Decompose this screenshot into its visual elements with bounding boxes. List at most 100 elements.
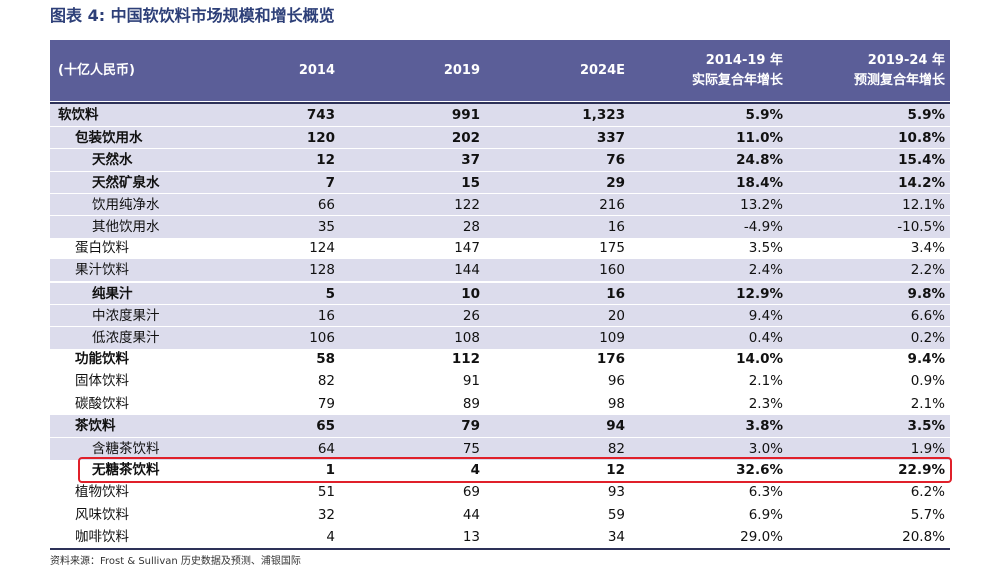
table-row: 果汁饮料 128 144 160 2.4% 2.2% <box>50 259 950 282</box>
cell-value: 9.4% <box>748 307 783 324</box>
cell-value: 120 <box>306 130 335 147</box>
table-row: 蛋白饮料 124 147 175 3.5% 3.4% <box>50 237 950 259</box>
cell-value: 2.2% <box>910 262 945 279</box>
cell-value: -4.9% <box>743 219 783 235</box>
cell-value: 2.3% <box>748 395 783 412</box>
table-row: 其他饮用水 35 28 16 -4.9% -10.5% <box>50 215 950 238</box>
cell-value: 743 <box>306 107 335 123</box>
row-label: 天然矿泉水 <box>92 174 160 191</box>
row-label: 咖啡饮料 <box>75 528 129 545</box>
cell-value: 16 <box>607 219 625 235</box>
cell-value: 11.0% <box>736 130 783 147</box>
table-row: 中浓度果汁 16 26 20 9.4% 6.6% <box>50 303 950 327</box>
row-label: 纯果汁 <box>92 285 133 302</box>
table-row: 低浓度果汁 106 108 109 0.4% 0.2% <box>50 326 950 349</box>
cell-value: 991 <box>451 107 480 123</box>
row-label: 包装饮用水 <box>75 130 143 147</box>
cell-value: 3.4% <box>910 240 945 257</box>
cell-value: 82 <box>317 373 335 390</box>
cell-value: 18.4% <box>736 174 783 191</box>
cell-value: 34 <box>607 528 625 545</box>
cell-value: 35 <box>317 219 335 235</box>
cell-value: 44 <box>462 506 480 523</box>
row-label: 蛋白饮料 <box>75 240 129 257</box>
table-row: 功能饮料 58 112 176 14.0% 9.4% <box>50 348 950 370</box>
cell-value: 106 <box>309 330 335 346</box>
cell-value: 12.9% <box>736 285 783 302</box>
cell-value: 75 <box>462 441 480 457</box>
cell-value: 13.2% <box>740 196 783 213</box>
cell-value: 20.8% <box>902 528 945 545</box>
cell-value: 1,323 <box>582 107 625 123</box>
row-label: 无糖茶饮料 <box>92 462 160 479</box>
row-label: 风味饮料 <box>75 506 129 523</box>
cell-value: 13 <box>462 528 480 545</box>
row-label: 碳酸饮料 <box>75 395 129 412</box>
cell-value: 66 <box>317 196 335 213</box>
bottom-rule <box>50 548 950 550</box>
cell-value: 12.1% <box>902 196 945 213</box>
cell-value: 15 <box>461 174 480 191</box>
cell-value: 32 <box>317 506 335 523</box>
header-cell: (十亿人民币) <box>58 63 135 78</box>
table-row: 固体饮料 82 91 96 2.1% 0.9% <box>50 370 950 392</box>
table-row: 茶饮料 65 79 94 3.8% 3.5% <box>50 414 950 437</box>
cell-value: 93 <box>607 484 625 501</box>
cell-value: 29 <box>606 174 625 191</box>
cell-value: 4 <box>470 462 480 479</box>
cell-value: 0.2% <box>910 330 945 346</box>
cell-value: 0.4% <box>748 330 783 346</box>
row-label: 固体饮料 <box>75 373 129 390</box>
row-label: 植物饮料 <box>75 484 129 501</box>
title: 图表 4: 中国软饮料市场规模和增长概览 <box>50 6 335 25</box>
cell-value: 79 <box>317 395 335 412</box>
row-label: 中浓度果汁 <box>92 307 160 324</box>
table-row: 天然矿泉水 7 15 29 18.4% 14.2% <box>50 170 950 194</box>
cell-value: 14.0% <box>736 351 783 368</box>
cell-value: 7 <box>325 174 335 191</box>
row-label: 软饮料 <box>58 107 99 123</box>
row-label: 含糖茶饮料 <box>92 441 160 457</box>
row-label: 其他饮用水 <box>92 219 160 235</box>
cell-value: 65 <box>316 417 335 434</box>
cell-value: 109 <box>599 330 625 346</box>
cell-value: 108 <box>454 330 480 346</box>
source-note: 资料来源：Frost & Sullivan 历史数据及预测、浦银国际 <box>50 556 301 567</box>
cell-value: 3.5% <box>748 240 783 257</box>
cell-value: 26 <box>462 307 480 324</box>
cell-value: 5.9% <box>907 107 945 123</box>
header-cell: 实际复合年增长 <box>691 73 783 88</box>
cell-value: 5.9% <box>745 107 783 123</box>
cell-value: 6.6% <box>910 307 945 324</box>
cell-value: 2.4% <box>748 262 783 279</box>
cell-value: 94 <box>606 417 625 434</box>
cell-value: 175 <box>599 240 625 257</box>
cell-value: 15.4% <box>898 152 945 169</box>
cell-value: 96 <box>607 373 625 390</box>
cell-value: 14.2% <box>898 174 945 191</box>
table-header: (十亿人民币) 2014 2019 2024E 2014-19 年实际复合年增长 2019… <box>50 40 950 101</box>
cell-value: 59 <box>607 506 625 523</box>
cell-value: 16 <box>606 285 625 302</box>
header-cell: 2019 <box>443 63 480 78</box>
table-row: 植物饮料 51 69 93 6.3% 6.2% <box>50 481 950 503</box>
table-row: 咖啡饮料 4 13 34 29.0% 20.8% <box>50 526 950 548</box>
cell-value: 91 <box>462 373 480 390</box>
cell-value: 12 <box>316 152 335 169</box>
cell-value: 20 <box>607 307 625 324</box>
cell-value: 147 <box>454 240 480 257</box>
cell-value: 32.6% <box>736 462 783 479</box>
cell-value: 202 <box>451 130 480 147</box>
table-row: 饮用纯净水 66 122 216 13.2% 12.1% <box>50 192 950 216</box>
cell-value: 1 <box>325 462 335 479</box>
cell-value: 6.9% <box>748 506 783 523</box>
cell-value: 144 <box>454 262 480 279</box>
row-label: 果汁饮料 <box>75 262 129 279</box>
cell-value: 1.9% <box>910 441 945 457</box>
cell-value: 5.7% <box>910 506 945 523</box>
cell-value: 122 <box>454 196 480 213</box>
cell-value: 337 <box>596 130 625 147</box>
cell-value: 29.0% <box>740 528 783 545</box>
header-rule <box>50 102 950 104</box>
